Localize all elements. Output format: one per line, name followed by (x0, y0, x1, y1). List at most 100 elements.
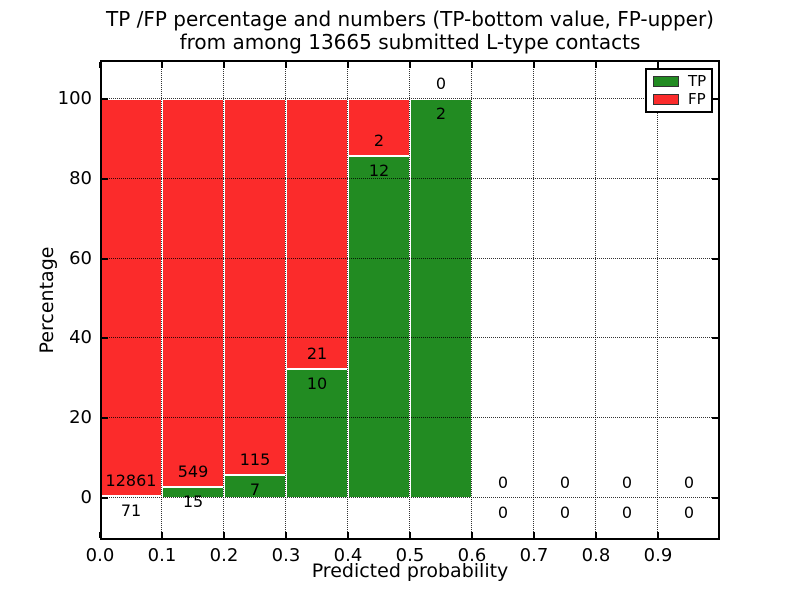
y-gridline (100, 497, 720, 498)
fp-color-swatch (653, 94, 679, 106)
y-tick-mark (102, 257, 108, 260)
x-tick-label: 0.7 (519, 545, 549, 566)
plot-area: 12861 71 549 15 115 7 21 10 2 12 0 2 0 0 0 0 0 0 0 0 (99, 60, 720, 540)
bar-segment-fp (348, 99, 410, 156)
x-tick-mark (533, 62, 535, 68)
x-tick-mark (471, 532, 473, 538)
y-tick-mark (102, 417, 108, 420)
y-tick-mark (712, 98, 718, 100)
x-tick-label: 0.2 (209, 545, 239, 566)
y-gridline (100, 257, 720, 259)
x-tick-label: 0.5 (395, 545, 425, 566)
annotation-fp-count: 0 (559, 473, 571, 492)
x-gridline (595, 60, 596, 540)
annotation-tp-count: 15 (182, 492, 204, 512)
annotation-fp-count: 0 (435, 74, 447, 93)
x-gridline (285, 60, 286, 540)
y-tick-label: 80 (69, 167, 92, 189)
y-tick-mark (102, 98, 108, 100)
y-tick-label: 0 (80, 487, 92, 508)
x-tick-mark (471, 62, 473, 68)
x-tick-mark (595, 532, 597, 538)
y-tick-mark (712, 417, 718, 420)
x-tick-label: 0.8 (581, 545, 611, 566)
y-tick-mark (102, 497, 108, 499)
y-tick-mark (102, 337, 108, 340)
annotation-tp-count: 0 (683, 503, 695, 522)
chart-title-line2: from among 13665 submitted L-type contac… (179, 30, 641, 54)
axes-frame (100, 60, 720, 540)
annotation-tp-count: 0 (497, 503, 509, 522)
y-tick-label: 20 (69, 407, 92, 429)
y-tick-mark (712, 497, 718, 499)
y-tick-label: 100 (57, 88, 92, 109)
annotation-fp-count: 549 (177, 462, 209, 482)
x-gridline (533, 60, 534, 540)
bar-segment-fp (224, 99, 286, 476)
y-tick-mark (102, 177, 108, 180)
x-tick-mark (657, 62, 659, 68)
x-tick-mark (657, 532, 659, 538)
x-tick-mark (533, 532, 535, 538)
legend-item-fp: FP (647, 92, 711, 107)
bar-segment-tp (410, 99, 472, 498)
x-axis-label: Predicted probability (311, 560, 509, 582)
y-gridline (100, 98, 720, 99)
y-tick-mark (712, 257, 718, 260)
annotation-tp-count: 10 (306, 374, 328, 394)
x-tick-mark (285, 62, 287, 68)
x-tick-label: 0.0 (85, 545, 115, 566)
x-tick-mark (285, 532, 287, 538)
legend-label-fp: FP (688, 90, 706, 109)
annotation-tp-count: 7 (249, 480, 261, 500)
x-tick-label: 0.4 (333, 545, 363, 566)
annotation-tp-count: 0 (621, 503, 633, 522)
x-gridline (409, 60, 410, 540)
annotation-fp-count: 0 (621, 473, 633, 492)
annotation-tp-count: 2 (435, 104, 447, 123)
annotation-tp-count: 12 (368, 161, 390, 180)
chart-title: TP /FP percentage and numbers (TP-bottom… (100, 8, 720, 54)
annotation-tp-count: 71 (120, 500, 142, 520)
x-tick-mark (409, 62, 411, 68)
x-tick-mark (99, 532, 101, 538)
annotation-fp-count: 0 (497, 473, 509, 492)
x-tick-mark (223, 62, 225, 68)
x-tick-mark (347, 532, 349, 538)
y-tick-label: 40 (69, 327, 92, 349)
x-tick-label: 0.6 (457, 545, 487, 566)
annotation-fp-count: 12861 (105, 470, 157, 490)
annotation-tp-count: 0 (559, 503, 571, 522)
x-gridline (161, 60, 162, 540)
legend: TP FP (645, 68, 713, 113)
x-tick-mark (595, 62, 597, 68)
x-tick-mark (161, 62, 163, 68)
annotation-fp-count: 2 (373, 131, 385, 150)
y-tick-label: 60 (69, 247, 92, 269)
x-tick-label: 0.3 (271, 545, 301, 566)
y-tick-mark (712, 337, 718, 340)
bar-segment-tp (348, 156, 410, 498)
y-gridline (100, 177, 720, 179)
x-gridline (657, 60, 658, 540)
legend-label-tp: TP (688, 71, 707, 90)
annotation-fp-count: 21 (306, 344, 328, 364)
x-tick-mark (347, 62, 349, 68)
x-tick-mark (99, 62, 101, 68)
legend-item-tp: TP (647, 71, 711, 90)
y-gridline (100, 417, 720, 419)
annotation-fp-count: 0 (683, 473, 695, 492)
tp-color-swatch (653, 75, 679, 87)
x-tick-label: 0.9 (643, 545, 673, 566)
bar-segment-fp (286, 99, 348, 370)
x-gridline (347, 60, 348, 540)
x-gridline (223, 60, 224, 540)
y-gridline (100, 337, 720, 339)
chart-title-line1: TP /FP percentage and numbers (TP-bottom… (106, 7, 714, 31)
x-tick-mark (409, 532, 411, 538)
annotation-fp-count: 115 (239, 450, 271, 470)
x-tick-mark (223, 532, 225, 538)
y-tick-mark (712, 177, 718, 180)
x-tick-mark (161, 532, 163, 538)
